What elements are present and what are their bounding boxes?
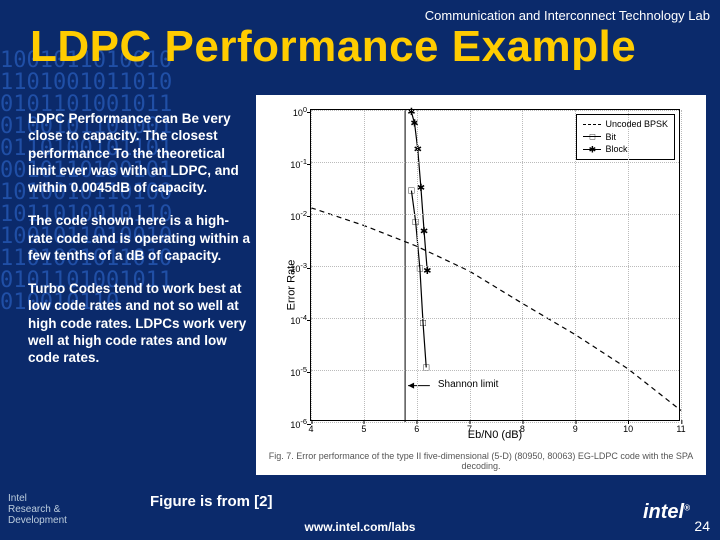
x-axis-label: Eb/N0 (dB) [310,429,680,443]
legend: Uncoded BPSK□Bit✱Block [576,114,675,160]
shannon-label: Shannon limit [438,379,499,390]
svg-text:✱: ✱ [420,227,428,238]
svg-text:□: □ [423,362,429,373]
page-number: 24 [694,518,710,534]
para-2: The code shown here is a high-rate code … [28,212,253,264]
intel-logo: intel® [643,501,690,524]
footer-url: www.intel.com/labs [0,520,720,534]
lab-line: Communication and Interconnect Technolog… [0,8,710,23]
chart-caption: Fig. 7. Error performance of the type II… [256,451,706,471]
svg-text:□: □ [420,318,426,329]
svg-text:✱: ✱ [417,183,425,194]
rd-label: Intel Research & Development [8,493,67,526]
figure-credit: Figure is from [2] [150,493,273,510]
svg-text:✱: ✱ [423,266,431,277]
svg-text:✱: ✱ [407,107,415,118]
svg-text:✱: ✱ [414,145,422,156]
para-3: Turbo Codes tend to work best at low cod… [28,280,253,366]
para-1: LDPC Performance can Be very close to ca… [28,110,253,196]
body-text: LDPC Performance can Be very close to ca… [28,110,253,382]
slide-title: LDPC Performance Example [30,22,636,72]
svg-text:□: □ [408,186,414,197]
svg-text:□: □ [413,217,419,228]
ldpc-chart: Error Rate □□□□□✱✱✱✱✱✱ Uncoded BPSK□Bit✱… [256,95,706,475]
plot-area: □□□□□✱✱✱✱✱✱ Uncoded BPSK□Bit✱Block Shann… [310,109,680,421]
